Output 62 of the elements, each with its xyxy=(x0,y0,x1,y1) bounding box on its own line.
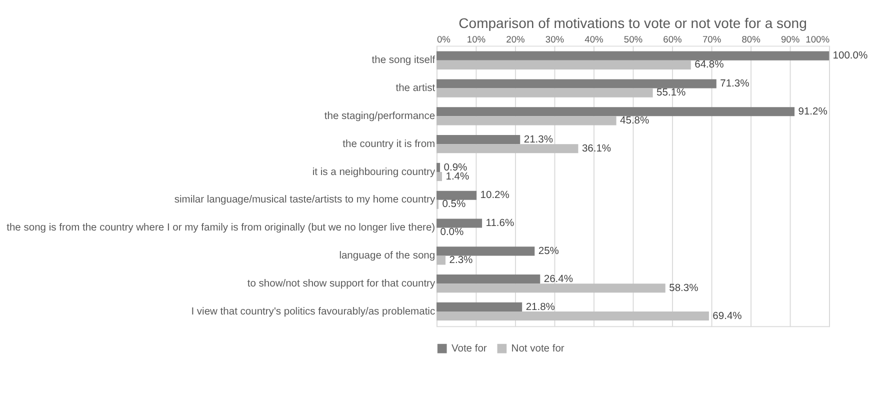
bar xyxy=(436,190,477,200)
data-label: 10.2% xyxy=(480,190,510,202)
x-tick-label: 30% xyxy=(545,34,564,44)
data-label: 55.1% xyxy=(656,88,686,99)
y-tick-label: the artist xyxy=(396,83,436,94)
y-tick-label: the staging/performance xyxy=(324,110,436,122)
x-tick-label: 50% xyxy=(624,34,643,44)
bar xyxy=(436,284,666,293)
y-tick-label: the song itself xyxy=(372,55,436,66)
bar xyxy=(436,274,540,284)
bar xyxy=(436,79,716,88)
data-label: 26.4% xyxy=(544,274,573,285)
data-label: 0.9% xyxy=(444,162,468,174)
x-tick-label: 90% xyxy=(780,34,800,44)
bar xyxy=(436,116,616,126)
y-tick-label: I view that country's politics favourably/as problematic xyxy=(191,306,436,318)
data-label: 91.2% xyxy=(798,106,828,118)
bar xyxy=(436,302,522,312)
x-tick-label: 100% xyxy=(806,34,830,44)
y-tick-label: similar language/musical taste/artists to my home country xyxy=(174,194,436,206)
x-tick-label: 20% xyxy=(506,34,525,44)
y-tick-label: language of the song xyxy=(339,250,436,262)
bar xyxy=(436,172,442,182)
data-label: 71.3% xyxy=(720,78,750,90)
data-label: 25% xyxy=(538,246,559,257)
data-label: 2.3% xyxy=(449,255,473,266)
bar xyxy=(436,256,446,265)
bar xyxy=(436,88,653,98)
legend-label: Vote for xyxy=(451,343,488,354)
data-label: 21.3% xyxy=(524,134,553,146)
bar xyxy=(436,311,709,321)
y-tick-label: to show/not show support for that country xyxy=(247,278,436,290)
legend-label: Not vote for xyxy=(511,343,565,354)
data-label: 0.0% xyxy=(440,227,464,238)
bar xyxy=(436,144,578,154)
data-label: 58.3% xyxy=(669,282,698,294)
chart-title: Comparison of motivations to vote or not vote for a song xyxy=(458,14,807,31)
data-label: 64.8% xyxy=(694,60,724,71)
bar xyxy=(436,135,520,144)
data-label: 21.8% xyxy=(526,302,555,313)
data-label: 45.8% xyxy=(620,116,650,127)
x-tick-label: 70% xyxy=(702,34,722,44)
bar xyxy=(436,162,440,172)
y-tick-label: the country it is from xyxy=(342,138,436,150)
bar xyxy=(436,246,535,256)
x-tick-label: 40% xyxy=(584,34,604,44)
bar xyxy=(436,51,830,60)
x-tick-label: 0% xyxy=(436,34,450,44)
data-label: 100.0% xyxy=(832,50,868,62)
bar xyxy=(436,60,691,70)
data-label: 1.4% xyxy=(446,171,470,182)
bar xyxy=(436,218,482,228)
data-label: 0.5% xyxy=(442,199,466,210)
x-tick-label: 60% xyxy=(663,34,682,44)
x-tick-label: 10% xyxy=(466,34,486,44)
x-tick-label: 80% xyxy=(742,34,760,44)
bar xyxy=(436,107,795,116)
data-label: 11.6% xyxy=(486,218,514,230)
y-tick-label: it is a neighbouring country xyxy=(312,166,436,178)
data-label: 69.4% xyxy=(712,310,742,322)
y-tick-label: the song is from the country where I or my family is from originally (but we no longer live there) xyxy=(6,222,436,234)
data-label: 36.1% xyxy=(582,143,612,154)
